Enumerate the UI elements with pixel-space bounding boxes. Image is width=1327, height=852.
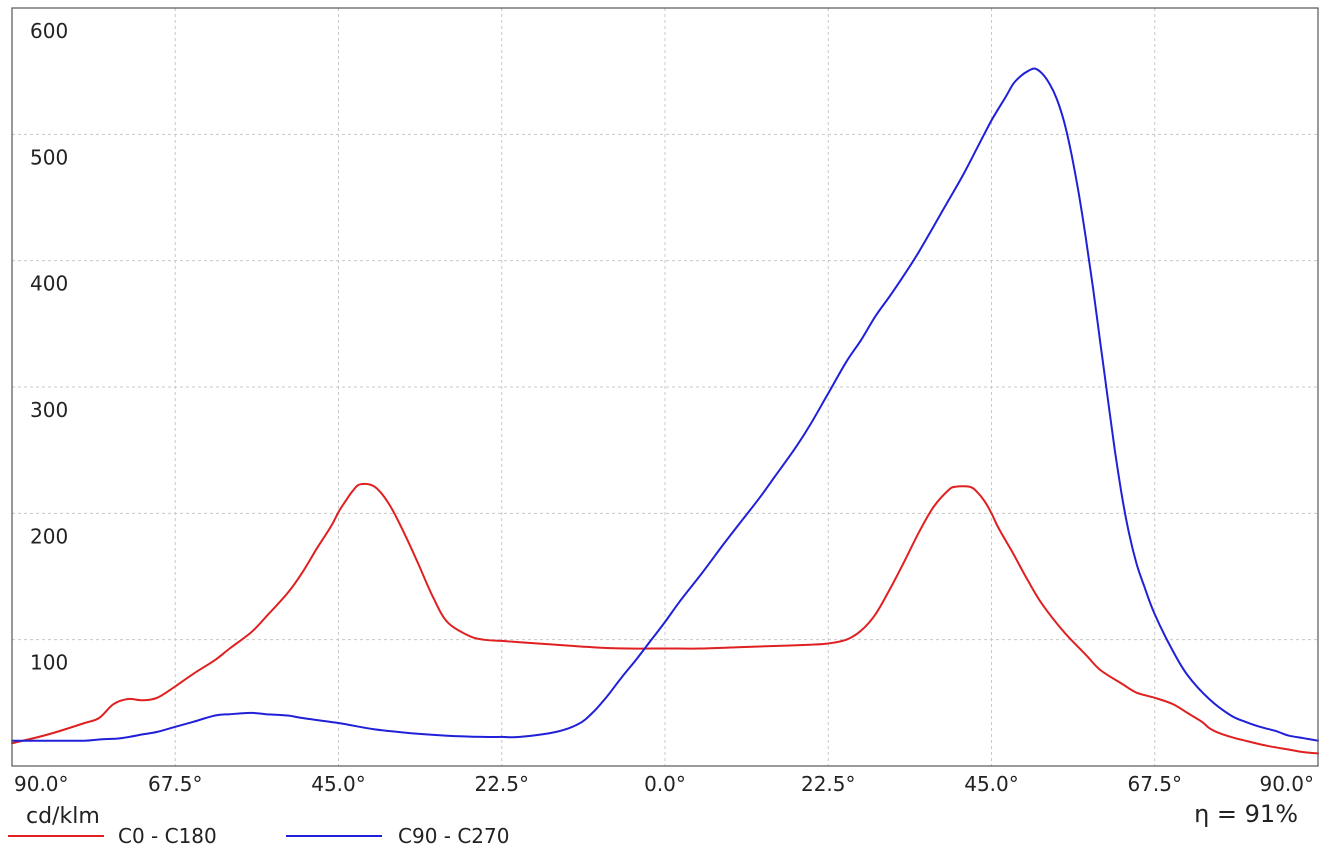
unit-label: cd/klm — [26, 804, 100, 829]
series-lines — [11, 67, 1319, 755]
grid-lines — [12, 8, 1318, 766]
y-tick-labels: 100 200 300 400 500 600 — [30, 19, 68, 675]
x-tick-label: 45.0° — [964, 772, 1019, 796]
plot-frame — [11, 7, 1319, 767]
x-tick-label: 0.0° — [644, 772, 686, 796]
y-tick-label: 400 — [30, 272, 68, 296]
y-tick-label: 500 — [30, 145, 68, 169]
x-tick-label: 67.5° — [1127, 772, 1182, 796]
efficiency-label: η = 91% — [1194, 800, 1298, 828]
x-tick-label: 22.5° — [801, 772, 856, 796]
series-line-c90-c270 — [11, 67, 1319, 742]
x-tick-label: 22.5° — [474, 772, 529, 796]
x-tick-labels: 90.0° 67.5° 45.0° 22.5° 0.0° 22.5° 45.0° 67.5° 9… — [14, 772, 1314, 796]
legend-label-c0-c180: C0 - C180 — [118, 824, 217, 848]
x-tick-label: 90.0° — [1259, 772, 1314, 796]
legend: C0 - C180 C90 - C270 — [8, 824, 509, 848]
series-line-c0-c180 — [11, 482, 1319, 755]
x-tick-label: 45.0° — [311, 772, 366, 796]
y-tick-label: 200 — [30, 524, 68, 548]
x-tick-label: 67.5° — [148, 772, 203, 796]
y-tick-label: 300 — [30, 398, 68, 422]
x-tick-label: 90.0° — [14, 772, 69, 796]
y-tick-label: 100 — [30, 651, 68, 675]
legend-label-c90-c270: C90 - C270 — [398, 824, 509, 848]
y-tick-label: 600 — [30, 19, 68, 43]
